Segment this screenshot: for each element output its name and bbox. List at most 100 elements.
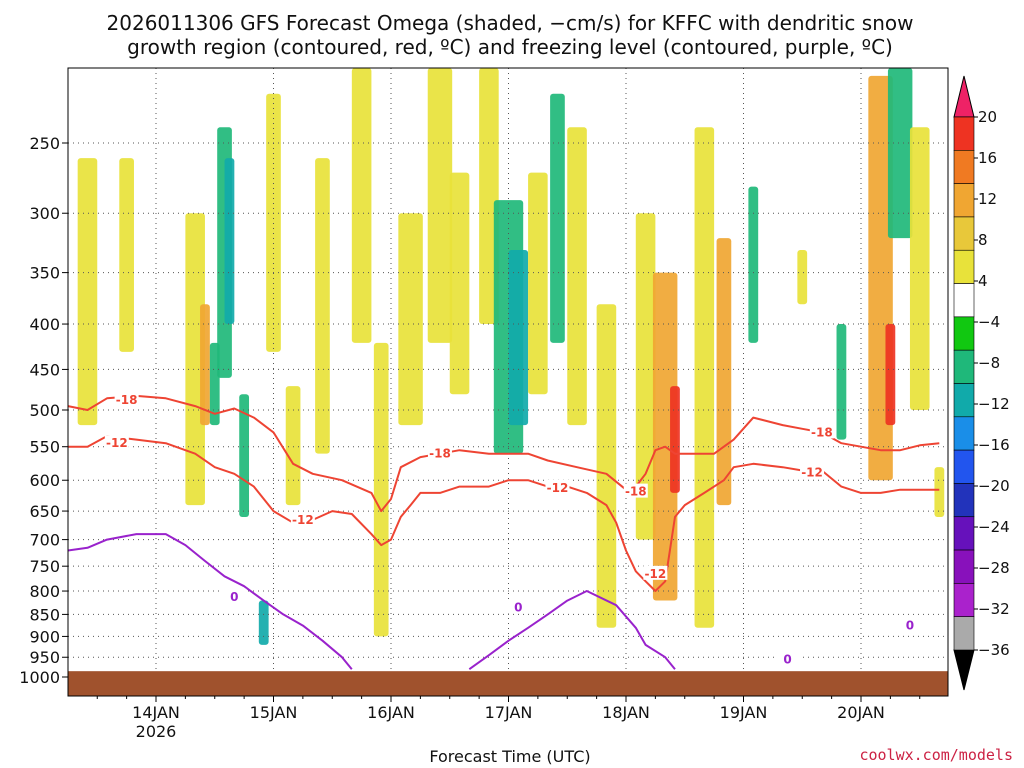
y-tick-label: 1000 (19, 668, 60, 687)
omega-blob (670, 386, 680, 493)
omega-blob (200, 304, 210, 426)
colorbar-tick-label: −20 (978, 477, 1010, 495)
colorbar-bin (953, 150, 975, 184)
dgz-contour-minus12 (68, 435, 940, 592)
y-tick-label: 850 (29, 605, 60, 624)
contour-label-bg (114, 391, 139, 406)
contour-label: -18 (811, 425, 833, 439)
colorbar-tick-label: 8 (978, 231, 988, 249)
contour-lines (67, 394, 940, 671)
contour-label: -12 (547, 481, 569, 495)
x-tick-label: 19JAN (720, 703, 768, 722)
omega-blob (934, 467, 945, 517)
omega-blob (550, 93, 565, 343)
x-tick-label: 16JAN (367, 703, 415, 722)
x-tick-label: 17JAN (485, 703, 533, 722)
colorbar-tick-label: 16 (978, 149, 997, 167)
omega-blob (373, 342, 389, 637)
omega-shading (77, 68, 945, 645)
colorbar-tick-label: −24 (978, 518, 1010, 536)
omega-blob (398, 213, 423, 426)
colorbar-bin (953, 283, 975, 318)
x-tick-label: 20JAN (837, 703, 885, 722)
omega-blob (119, 158, 134, 352)
omega-blob (258, 600, 269, 645)
colorbar-tick-label: −28 (978, 559, 1010, 577)
omega-blob (836, 324, 847, 440)
colorbar-max-triangle (953, 75, 975, 118)
y-tick-label: 650 (29, 502, 60, 521)
x-tick-sublabel: 2026 (136, 722, 177, 741)
y-tick-label: 250 (29, 134, 60, 153)
contour-label-bg (427, 445, 452, 460)
contour-label-bg (775, 651, 800, 666)
colorbar-tick-label: 4 (978, 272, 988, 290)
colorbar-tick-label: −12 (978, 395, 1010, 413)
contour-label: 0 (783, 652, 791, 666)
omega-blob (224, 158, 235, 325)
y-tick-label: 350 (29, 264, 60, 283)
omega-blob (909, 127, 930, 410)
colorbar-tick-label: −4 (978, 313, 1000, 331)
omega-blob (748, 186, 759, 343)
contour-label: -18 (429, 447, 451, 461)
contour-label: 0 (230, 590, 238, 604)
colorbar-bin (953, 183, 975, 218)
omega-blob (315, 158, 330, 454)
contour-label-bg (506, 599, 531, 614)
dgz-contour-minus18 (67, 394, 940, 513)
freezing-level-contour (67, 533, 353, 670)
omega-blob (596, 304, 617, 628)
colorbar-bin (953, 549, 975, 584)
y-tick-label: 300 (29, 204, 60, 223)
colorbar-tick-label: −16 (978, 436, 1010, 454)
y-tick-label: 500 (29, 401, 60, 420)
y-tick-label: 600 (29, 471, 60, 490)
omega-blob (797, 249, 808, 305)
x-tick-label: 15JAN (250, 703, 298, 722)
contour-label-bg (623, 483, 648, 498)
colorbar-tick-label: 12 (978, 190, 997, 208)
chart-title-line1: 2026011306 GFS Forecast Omega (shaded, −… (107, 11, 914, 35)
y-tick-label: 700 (29, 531, 60, 550)
colorbar-tick-label: −32 (978, 600, 1010, 618)
contour-label-bg (222, 588, 247, 603)
contour-label: -12 (645, 567, 667, 581)
y-tick-label: 950 (29, 648, 60, 667)
colorbar-bin (953, 416, 975, 451)
contour-label: 0 (906, 619, 914, 633)
y-tick-label: 400 (29, 315, 60, 334)
contour-label-bg (104, 435, 129, 450)
omega-blob (635, 213, 656, 540)
colorbar-bin (953, 616, 975, 651)
y-tick-label: 750 (29, 557, 60, 576)
y-tick-label: 900 (29, 627, 60, 646)
y-axis-pressure: 250 300 350 400 450 500 550 600 650 700 750 800 850 9… (19, 134, 68, 687)
omega-blob (427, 68, 453, 343)
colorbar-bin (953, 516, 975, 551)
colorbar-tick-label: 20 (978, 108, 997, 126)
ground-layer (68, 671, 948, 696)
colorbar-bin (953, 116, 975, 151)
colorbar-bin (953, 483, 975, 518)
colorbar-bin (953, 383, 975, 418)
contour-label: -12 (106, 436, 128, 450)
colorbar-bin (953, 449, 975, 484)
colorbar-tick-label: −8 (978, 354, 1000, 372)
chart-title-line2: growth region (contoured, red, ºC) and f… (127, 35, 893, 59)
omega-blob (77, 158, 98, 426)
omega-blob (694, 127, 715, 628)
omega-blob (567, 127, 587, 426)
colorbar-bin (953, 216, 975, 251)
contour-label-bg (800, 464, 825, 479)
y-tick-label: 800 (29, 582, 60, 601)
contour-label: -18 (625, 485, 647, 499)
omega-blob (508, 249, 529, 426)
colorbar-bin (953, 583, 975, 617)
y-tick-label: 550 (29, 438, 60, 457)
omega-blob (528, 172, 548, 395)
contour-label-bg (897, 617, 922, 632)
colorbar-min-triangle (953, 649, 975, 691)
contour-label: 0 (514, 601, 522, 615)
